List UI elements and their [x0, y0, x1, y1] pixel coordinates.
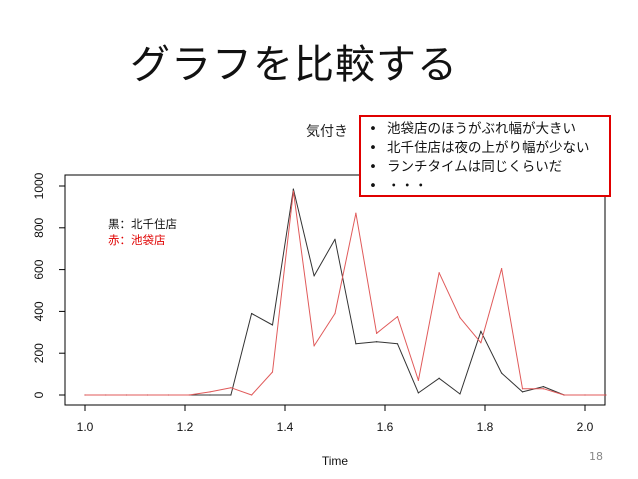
bullet-icon: • [369, 159, 377, 175]
data-point-series-2 [230, 387, 232, 389]
data-point-series-2 [126, 394, 128, 396]
notes-item-text: ランチタイムは同じくらいだ [387, 159, 563, 175]
chart-axes: 1.0 1.2 1.4 1.6 1.8 2.0 0 200 400 600 800 1000 Time [32, 172, 606, 468]
data-point-series-2 [334, 312, 336, 315]
legend-entry-1: 黒：北千住店 [108, 217, 177, 231]
data-point-series-2 [271, 371, 274, 373]
data-point-series-1 [334, 238, 336, 240]
data-point-series-1 [271, 324, 274, 326]
notes-item: • 北千住店は夜の上がり幅が少ない [369, 139, 603, 158]
y-tick-label: 200 [32, 343, 46, 363]
x-tick-label: 1.8 [477, 420, 494, 434]
x-tick-label: 1.2 [177, 420, 194, 434]
data-point-series-2 [542, 388, 544, 390]
bullet-icon: • [369, 140, 377, 156]
plot-frame [64, 174, 606, 406]
notes-box: • 池袋店のほうがぶれ幅が大きい • 北千住店は夜の上がり幅が少ない • ランチタイム… [359, 115, 611, 197]
data-point-series-2 [501, 267, 503, 270]
data-point-series-2 [563, 394, 565, 396]
data-point-series-2 [605, 394, 607, 396]
data-point-series-2 [438, 272, 440, 274]
x-tick-label: 1.0 [77, 420, 94, 434]
slide-title: グラフを比較する [130, 42, 458, 88]
data-point-series-1 [355, 343, 357, 345]
data-point-series-2 [584, 394, 586, 396]
data-point-series-2 [105, 394, 107, 396]
data-point-series-2 [209, 391, 211, 393]
legend-entry-2: 赤：池袋店 [108, 233, 166, 247]
y-tick-label: 800 [32, 217, 46, 237]
notes-item-text: 北千住店は夜の上がり幅が少ない [387, 140, 590, 156]
data-point-series-2 [376, 332, 378, 334]
data-point-series-2 [313, 345, 315, 347]
data-point-series-2 [188, 394, 190, 396]
bullet-icon: • [369, 178, 377, 194]
notes-item: • ・・・ [369, 177, 603, 196]
y-tick-label: 600 [32, 259, 46, 279]
data-point-series-2 [251, 394, 253, 396]
series-line-2 [85, 190, 606, 396]
notes-item: • ランチタイムは同じくらいだ [369, 158, 603, 177]
page-number: 18 [589, 450, 603, 463]
x-axis-label: Time [322, 454, 349, 468]
data-point-series-2 [167, 394, 169, 396]
y-tick-label: 400 [32, 301, 46, 321]
data-point-series-1 [501, 372, 503, 374]
data-point-series-2 [146, 394, 149, 396]
data-point-series-1 [417, 392, 419, 394]
data-point-series-2 [396, 316, 399, 318]
data-point-series-1 [459, 393, 461, 395]
data-point-series-1 [542, 386, 544, 388]
notes-item-text: 池袋店のほうがぶれ幅が大きい [387, 121, 576, 137]
data-point-series-1 [209, 394, 211, 396]
notes-label: 気付き [306, 124, 348, 140]
x-tick-label: 1.6 [377, 420, 394, 434]
chart-series [84, 188, 607, 396]
data-point-series-2 [417, 379, 419, 381]
data-point-series-2 [84, 394, 86, 396]
data-point-series-1 [251, 312, 253, 315]
notes-item: • 池袋店のほうがぶれ幅が大きい [369, 120, 603, 139]
data-point-series-2 [292, 190, 294, 192]
data-point-series-2 [459, 317, 461, 319]
data-point-series-1 [438, 377, 440, 379]
x-tick-label: 2.0 [577, 420, 594, 434]
data-point-series-1 [376, 341, 378, 343]
y-tick-label: 0 [32, 391, 46, 398]
data-point-series-1 [480, 330, 482, 332]
notes-item-text: ・・・ [387, 178, 428, 194]
data-point-series-2 [480, 342, 482, 344]
data-point-series-1 [313, 275, 315, 277]
data-point-series-1 [521, 391, 524, 393]
data-point-series-2 [521, 388, 524, 390]
bullet-icon: • [369, 121, 377, 137]
x-tick-label: 1.4 [277, 420, 294, 434]
data-point-series-1 [230, 394, 232, 396]
data-point-series-1 [396, 343, 399, 345]
data-point-series-1 [292, 188, 294, 190]
data-point-series-2 [355, 212, 357, 214]
y-tick-label: 1000 [32, 172, 46, 199]
